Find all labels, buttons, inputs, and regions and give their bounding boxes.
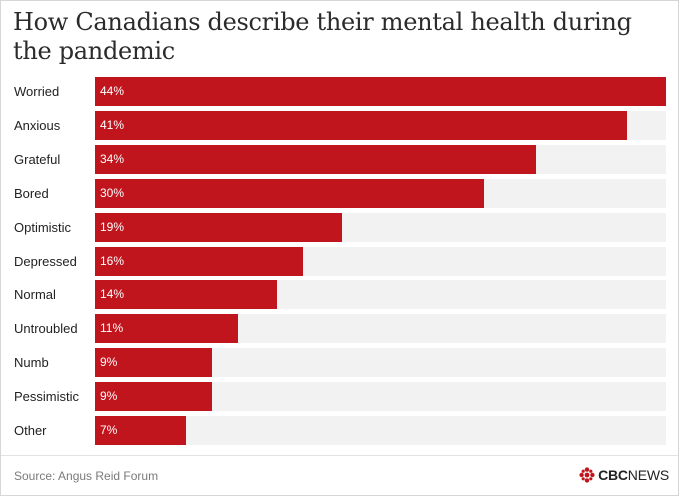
category-label-grateful: Grateful xyxy=(14,152,61,167)
bar-optimistic xyxy=(95,213,342,242)
category-label-optimistic: Optimistic xyxy=(14,220,72,235)
value-label-worried: 44% xyxy=(100,84,125,98)
bar-worried xyxy=(95,77,666,106)
category-label-numb: Numb xyxy=(14,355,49,370)
bar-pessimistic xyxy=(95,382,212,411)
category-label-untroubled: Untroubled xyxy=(14,321,78,336)
footer-divider xyxy=(1,455,678,456)
category-label-normal: Normal xyxy=(14,287,56,302)
chart-title: How Canadians describe their mental heal… xyxy=(13,8,632,65)
value-label-grateful: 34% xyxy=(100,152,125,166)
category-label-bored: Bored xyxy=(14,186,49,201)
cbc-news-logo: CBCNEWS xyxy=(579,466,669,484)
logo-light-text: NEWS xyxy=(627,467,669,483)
category-label-anxious: Anxious xyxy=(14,118,61,133)
bar-untroubled xyxy=(95,314,238,343)
value-label-untroubled: 11% xyxy=(100,321,124,335)
value-label-depressed: 16% xyxy=(100,254,125,268)
value-label-bored: 30% xyxy=(100,186,125,200)
category-label-pessimistic: Pessimistic xyxy=(14,389,80,404)
bar-track-other xyxy=(95,416,666,445)
bar-bored xyxy=(95,179,485,208)
category-label-other: Other xyxy=(14,423,47,438)
cbc-gem-icon xyxy=(579,467,595,483)
bar-normal xyxy=(95,280,277,309)
value-label-normal: 14% xyxy=(100,287,125,301)
logo-bold-text: CBC xyxy=(598,467,628,483)
bar-numb xyxy=(95,348,212,377)
bar-other xyxy=(95,416,186,445)
source-note: Source: Angus Reid Forum xyxy=(14,469,159,483)
value-label-other: 7% xyxy=(100,423,118,437)
logo-wordmark: CBCNEWS xyxy=(598,467,669,483)
value-label-pessimistic: 9% xyxy=(100,389,118,403)
value-label-anxious: 41% xyxy=(100,118,125,132)
category-label-depressed: Depressed xyxy=(14,254,77,269)
value-label-numb: 9% xyxy=(100,355,118,369)
bar-depressed xyxy=(95,247,303,276)
bar-grateful xyxy=(95,145,537,174)
bar-anxious xyxy=(95,111,628,140)
category-label-worried: Worried xyxy=(14,84,60,99)
value-label-optimistic: 19% xyxy=(100,220,125,234)
